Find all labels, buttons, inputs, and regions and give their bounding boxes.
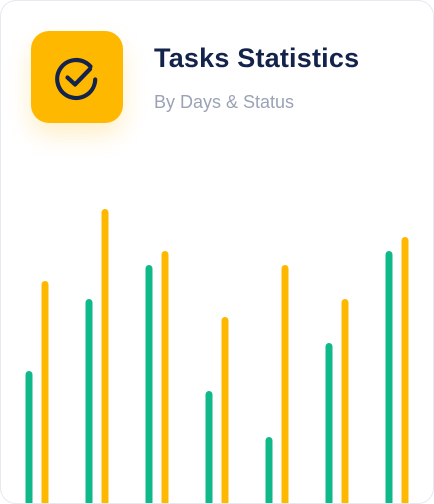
check-circle-icon <box>31 31 123 123</box>
check-circle-glyph <box>55 57 98 101</box>
card-title: Tasks Statistics <box>154 43 360 73</box>
card-subtitle: By Days & Status <box>154 92 295 112</box>
